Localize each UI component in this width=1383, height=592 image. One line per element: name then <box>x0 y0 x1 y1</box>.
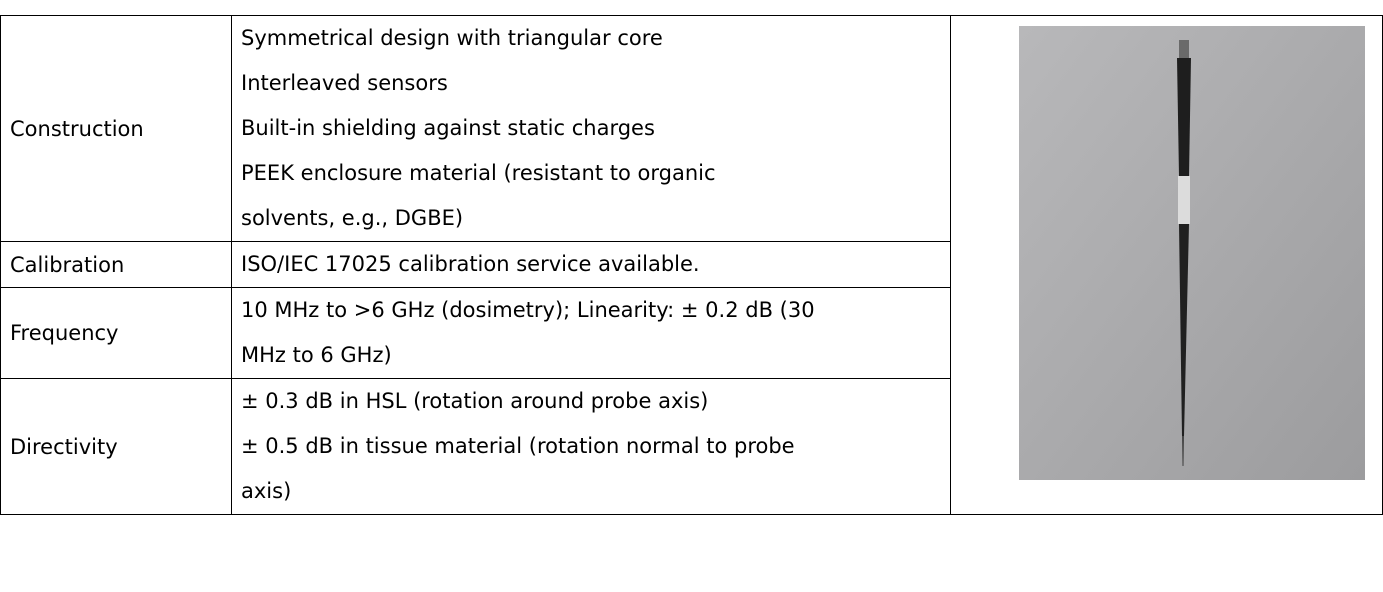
probe-body <box>1177 58 1191 176</box>
row-label: Calibration <box>1 242 232 288</box>
row-description: 10 MHz to >6 GHz (dosimetry); Linearity:… <box>232 288 951 379</box>
photo-cell <box>951 16 1383 515</box>
description-line: axis) <box>241 469 941 514</box>
description-line: solvents, e.g., DGBE) <box>241 196 941 241</box>
description-line: MHz to 6 GHz) <box>241 333 941 378</box>
row-description: ISO/IEC 17025 calibration service availa… <box>232 242 951 288</box>
row-label: Directivity <box>1 379 232 515</box>
row-label: Frequency <box>1 288 232 379</box>
description-line: PEEK enclosure material (resistant to or… <box>241 151 941 196</box>
description-line: Built-in shielding against static charge… <box>241 106 941 151</box>
page: ConstructionSymmetrical design with tria… <box>0 0 1383 592</box>
row-description: ± 0.3 dB in HSL (rotation around probe a… <box>232 379 951 515</box>
photo-shade <box>1019 26 1365 480</box>
description-line: ± 0.5 dB in tissue material (rotation no… <box>241 424 941 469</box>
probe-connector <box>1179 40 1189 58</box>
row-label: Construction <box>1 16 232 242</box>
probe-label <box>1178 176 1190 224</box>
probe-photo <box>1019 26 1365 480</box>
description-line: 10 MHz to >6 GHz (dosimetry); Linearity:… <box>241 288 941 333</box>
description-line: ± 0.3 dB in HSL (rotation around probe a… <box>241 379 941 424</box>
description-line: Symmetrical design with triangular core <box>241 16 941 61</box>
description-line: Interleaved sensors <box>241 61 941 106</box>
description-line: ISO/IEC 17025 calibration service availa… <box>241 242 941 287</box>
